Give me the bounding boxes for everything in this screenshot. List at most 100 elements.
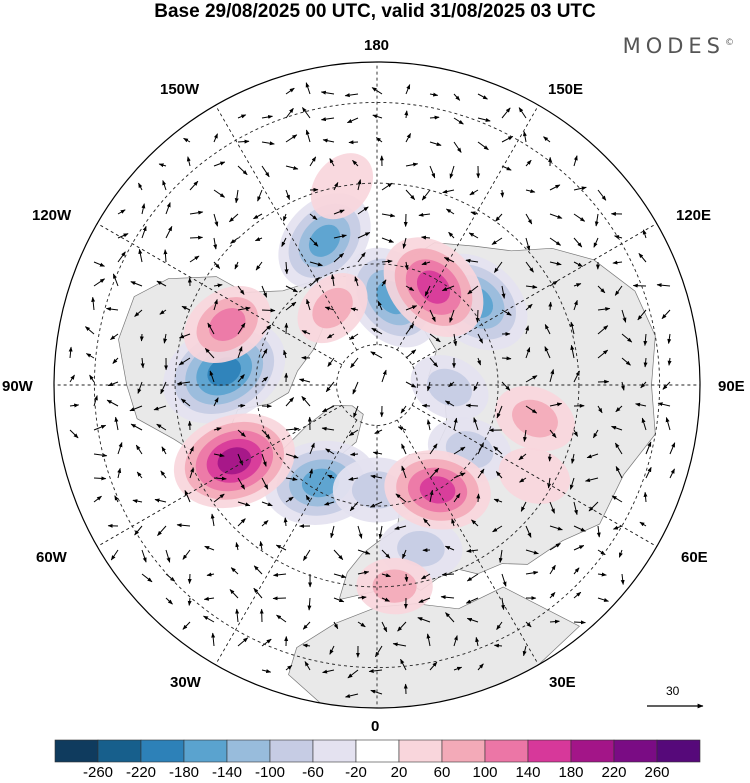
wind-arrow [178,357,191,366]
reference-vector-label: 30 [666,684,680,698]
wind-arrow [348,476,359,481]
wind-arrow [353,405,359,418]
wind-arrow [229,213,239,223]
colorbar-tick-label: 100 [472,764,498,781]
colorbar-swatch [613,739,658,763]
wind-arrow [165,225,173,239]
wind-arrow [68,346,73,359]
wind-arrow [477,141,489,151]
colorbar-swatch [527,739,572,763]
wind-arrow [448,381,455,388]
wind-arrow [501,107,511,119]
wind-arrow [453,635,458,647]
wind-arrow [667,333,672,344]
wind-arrow [423,518,431,527]
wind-arrow [466,617,479,623]
wind-arrow [453,493,461,503]
wind-arrow [329,645,335,655]
wind-arrow [549,525,563,531]
wind-arrow [207,322,215,335]
wind-arrow [405,305,418,311]
wind-arrow [211,632,216,647]
wind-arrow [496,405,503,419]
wind-arrow [213,261,221,269]
colorbar-swatch [97,739,142,763]
lon-label-30w: 30W [170,674,201,691]
wind-arrow [184,489,191,503]
wind-arrow [213,453,225,458]
wind-arrow [469,189,479,196]
wind-arrow [189,255,200,263]
lon-label-90e: 90E [718,378,745,395]
colorbar-tick-label: 140 [515,764,541,781]
wind-arrow [349,501,359,512]
wind-arrow [261,429,271,439]
wind-arrow [165,202,171,215]
colorbar-swatch [484,739,529,763]
wind-arrow [441,572,455,577]
wind-arrow [253,565,263,575]
wind-arrow [261,308,276,313]
wind-arrow [160,381,167,395]
wind-arrow [235,542,240,551]
wind-arrow [213,397,219,407]
wind-arrow [444,400,455,407]
wind-arrow [89,374,95,383]
wind-arrow [426,381,431,392]
wind-arrow [130,423,143,431]
wind-arrow [477,93,488,100]
wind-arrow [283,517,288,527]
wind-arrow [473,381,479,392]
colorbar-tick-label: 20 [390,764,408,781]
wind-arrow [333,234,347,239]
wind-arrow [374,429,383,434]
wind-arrow [519,477,527,483]
wind-arrow [136,471,143,479]
wind-arrow [93,476,107,481]
wind-arrow [329,158,335,167]
wind-arrow [253,587,263,599]
wind-arrow [93,495,102,503]
wind-arrow [237,139,250,144]
colorbar-swatch [570,739,615,763]
wind-arrow [255,261,263,271]
wind-arrow [350,307,359,312]
positive-anomaly-center [384,450,491,530]
map-disk [54,62,700,708]
wind-arrow [161,446,167,455]
wind-arrow [418,597,431,603]
wind-arrow [357,179,362,191]
wind-arrow [261,477,269,490]
wind-arrow [301,396,311,407]
wind-arrow [235,608,240,623]
wind-arrow [656,283,671,288]
wind-arrow [237,501,251,507]
wind-arrow [573,237,583,248]
wind-arrow [465,258,479,263]
positive-anomaly-center [310,153,374,220]
wind-arrow [400,405,407,414]
wind-arrow [154,498,167,503]
wind-arrow [421,403,431,408]
wind-arrow [547,477,552,489]
wind-arrow [620,381,625,391]
wind-arrow [495,213,503,222]
colorbar-swatch [226,739,271,763]
wind-arrow [259,540,264,551]
wind-arrow [549,237,562,246]
wind-arrow [381,213,396,218]
wind-arrow [110,333,119,341]
wind-arrow [429,443,438,455]
wind-arrow [330,274,335,287]
wind-arrow [525,213,533,225]
wind-arrow [178,333,191,339]
wind-arrow [632,283,647,288]
wind-arrow [525,261,534,273]
wind-arrow [549,501,555,514]
wind-arrow [586,453,599,459]
wind-arrow [357,525,363,539]
wind-arrow [549,402,563,407]
wind-arrow [273,572,287,577]
wind-arrow [309,156,317,167]
wind-arrow [182,621,191,630]
